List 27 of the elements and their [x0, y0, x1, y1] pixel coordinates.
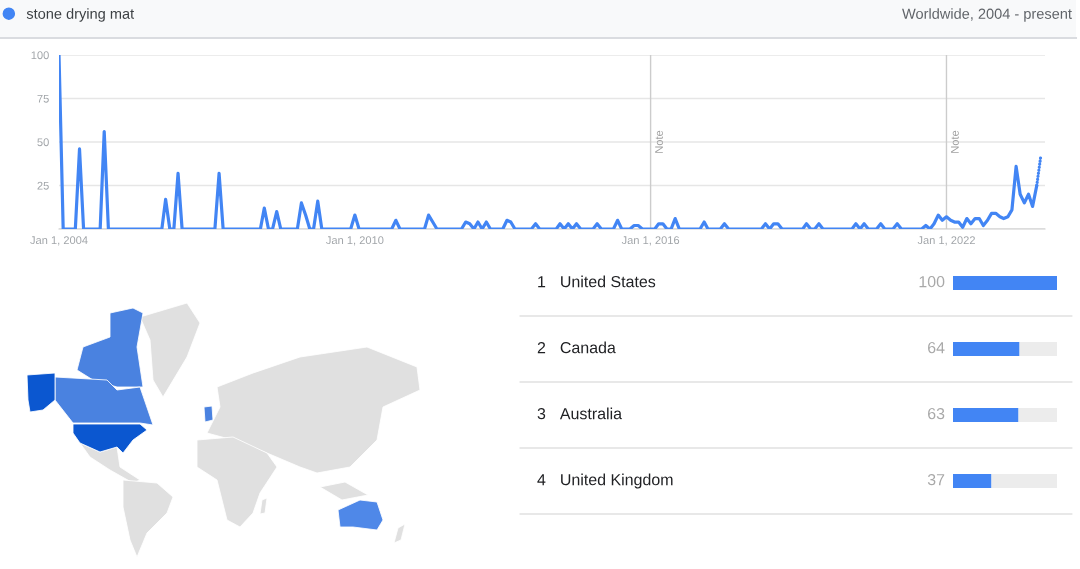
data-label: 37 [927, 473, 945, 486]
y-tick-label: 25 [37, 181, 49, 190]
x-tick-label: Jan 1, 2004 [30, 236, 88, 246]
ref-line-label: Note [951, 130, 959, 153]
y-tick-label: 1 United States [538, 275, 656, 288]
bar [953, 276, 1057, 290]
x-tick-label: Jan 1, 2016 [621, 236, 680, 246]
x-tick-label: Jan 1, 2022 [917, 236, 975, 246]
bar [1019, 342, 1057, 356]
y-tick-label: 75 [37, 94, 49, 103]
ref-line-label: Note [655, 130, 663, 153]
data-label: 100 [919, 275, 945, 288]
bar [953, 408, 1019, 422]
y-tick-label: 100 [31, 51, 49, 60]
bar [953, 474, 992, 488]
bar [1018, 408, 1057, 422]
legend-label: stone drying mat [26, 8, 135, 22]
data-label: 63 [928, 407, 945, 420]
y-tick-label: 3 Australia [537, 407, 623, 420]
bar [953, 342, 1020, 356]
data-label: 64 [928, 341, 945, 354]
y-tick-label: 2 Canada [537, 341, 616, 354]
y-tick-label: 4 United Kingdom [537, 473, 673, 489]
bar [991, 474, 1057, 488]
y-tick-label: 50 [37, 138, 49, 147]
x-tick-label: Jan 1, 2010 [326, 236, 384, 246]
text: Worldwide, 2004 - present [902, 8, 1072, 22]
